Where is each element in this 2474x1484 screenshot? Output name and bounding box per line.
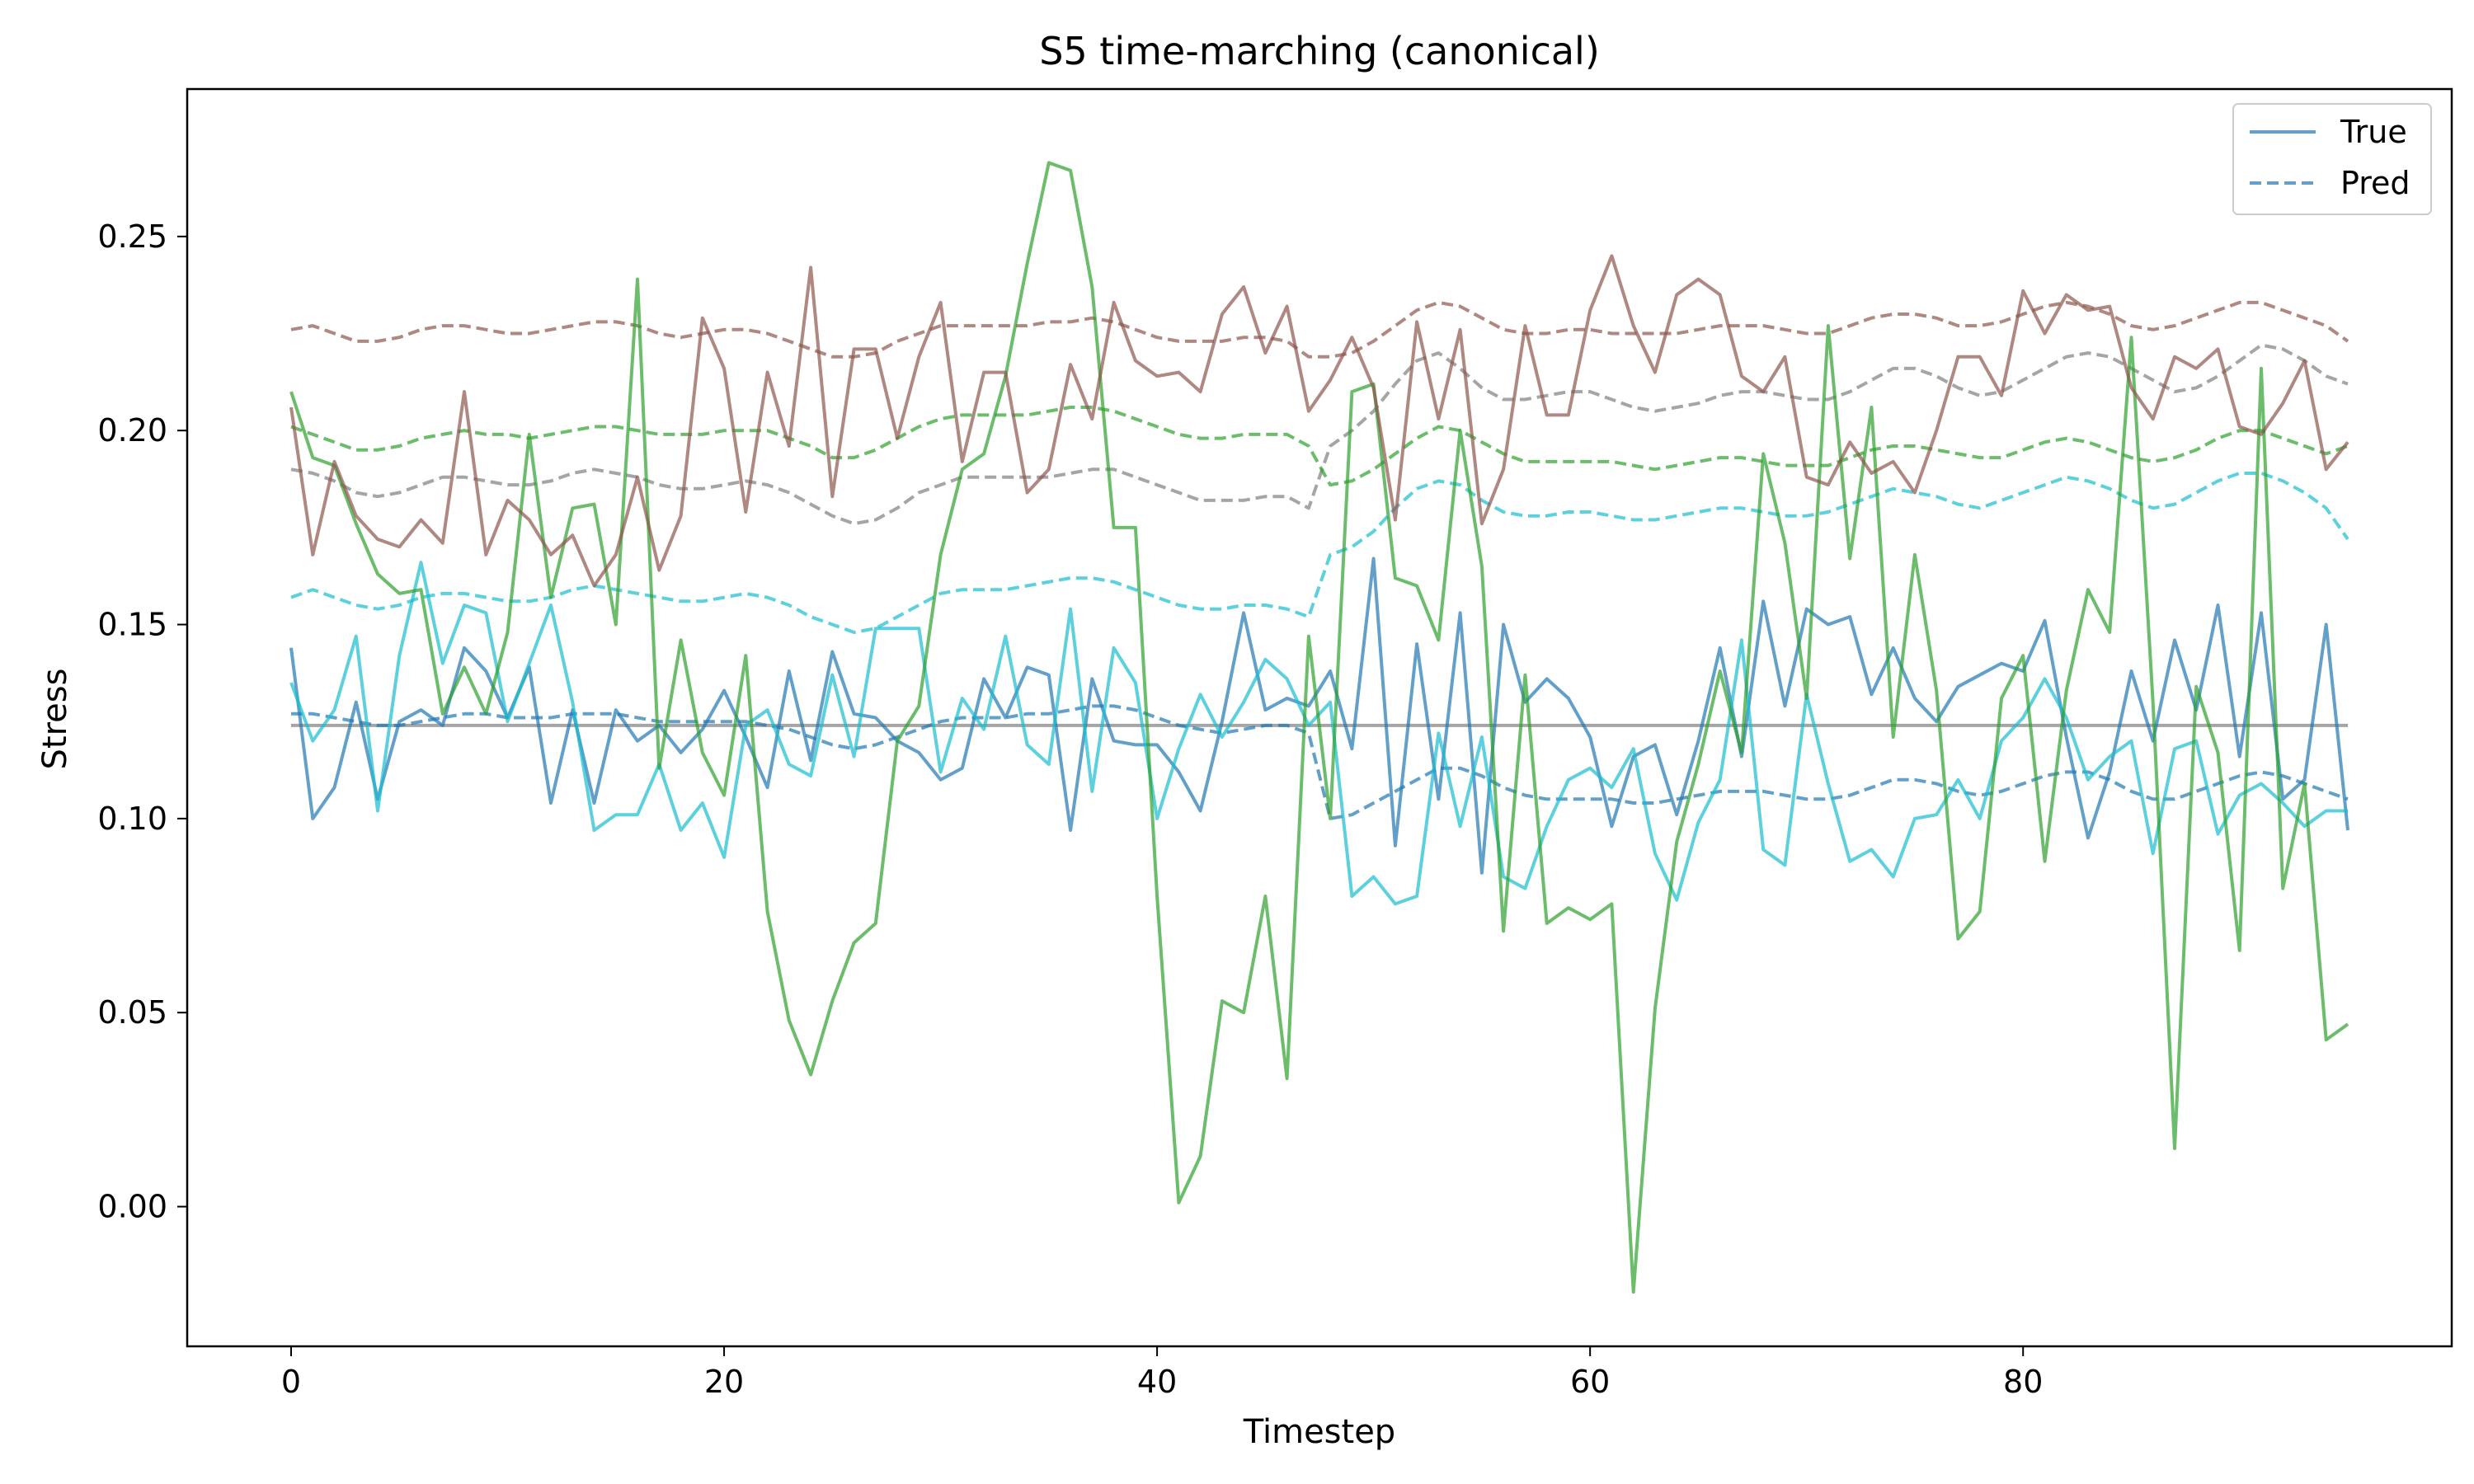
x-tick-label: 60 xyxy=(1570,1364,1610,1400)
y-axis: 0.00 0.05 0.10 0.15 0.20 0.25 xyxy=(97,218,187,1225)
plot-frame xyxy=(186,87,2453,1348)
series-line-green-pred xyxy=(290,406,2349,487)
y-tick-label: 0.10 xyxy=(97,801,167,837)
y-tick-label: 0.25 xyxy=(97,218,167,255)
legend-label-pred: Pred xyxy=(2340,165,2411,201)
x-tick-label: 20 xyxy=(704,1364,744,1400)
x-axis: 0 20 40 60 80 xyxy=(281,1346,2043,1400)
x-tick-label: 80 xyxy=(2003,1364,2043,1400)
series-line-gray-pred xyxy=(290,343,2349,526)
series-line-cyan-pred xyxy=(290,472,2349,634)
y-tick-label: 0.05 xyxy=(97,994,167,1031)
x-axis-title: Timestep xyxy=(1243,1413,1395,1451)
y-tick-label: 0.00 xyxy=(97,1189,167,1225)
legend-label-true: True xyxy=(2340,114,2407,150)
series-line-brown-true xyxy=(289,254,2349,588)
x-tick-label: 40 xyxy=(1137,1364,1177,1400)
x-tick-label: 0 xyxy=(281,1364,301,1400)
y-tick-label: 0.15 xyxy=(97,607,167,643)
plot-lines xyxy=(289,161,2349,1294)
series-line-blue-pred xyxy=(291,704,2349,820)
y-axis-title: Stress xyxy=(36,669,74,770)
series-line-blue-true xyxy=(289,556,2349,875)
series-line-green-true xyxy=(289,161,2349,1294)
y-tick-label: 0.20 xyxy=(97,412,167,448)
chart-title: S5 time-marching (canonical) xyxy=(1039,29,1600,73)
series-line-brown-pred xyxy=(290,300,2349,359)
legend: True Pred xyxy=(2232,103,2432,215)
